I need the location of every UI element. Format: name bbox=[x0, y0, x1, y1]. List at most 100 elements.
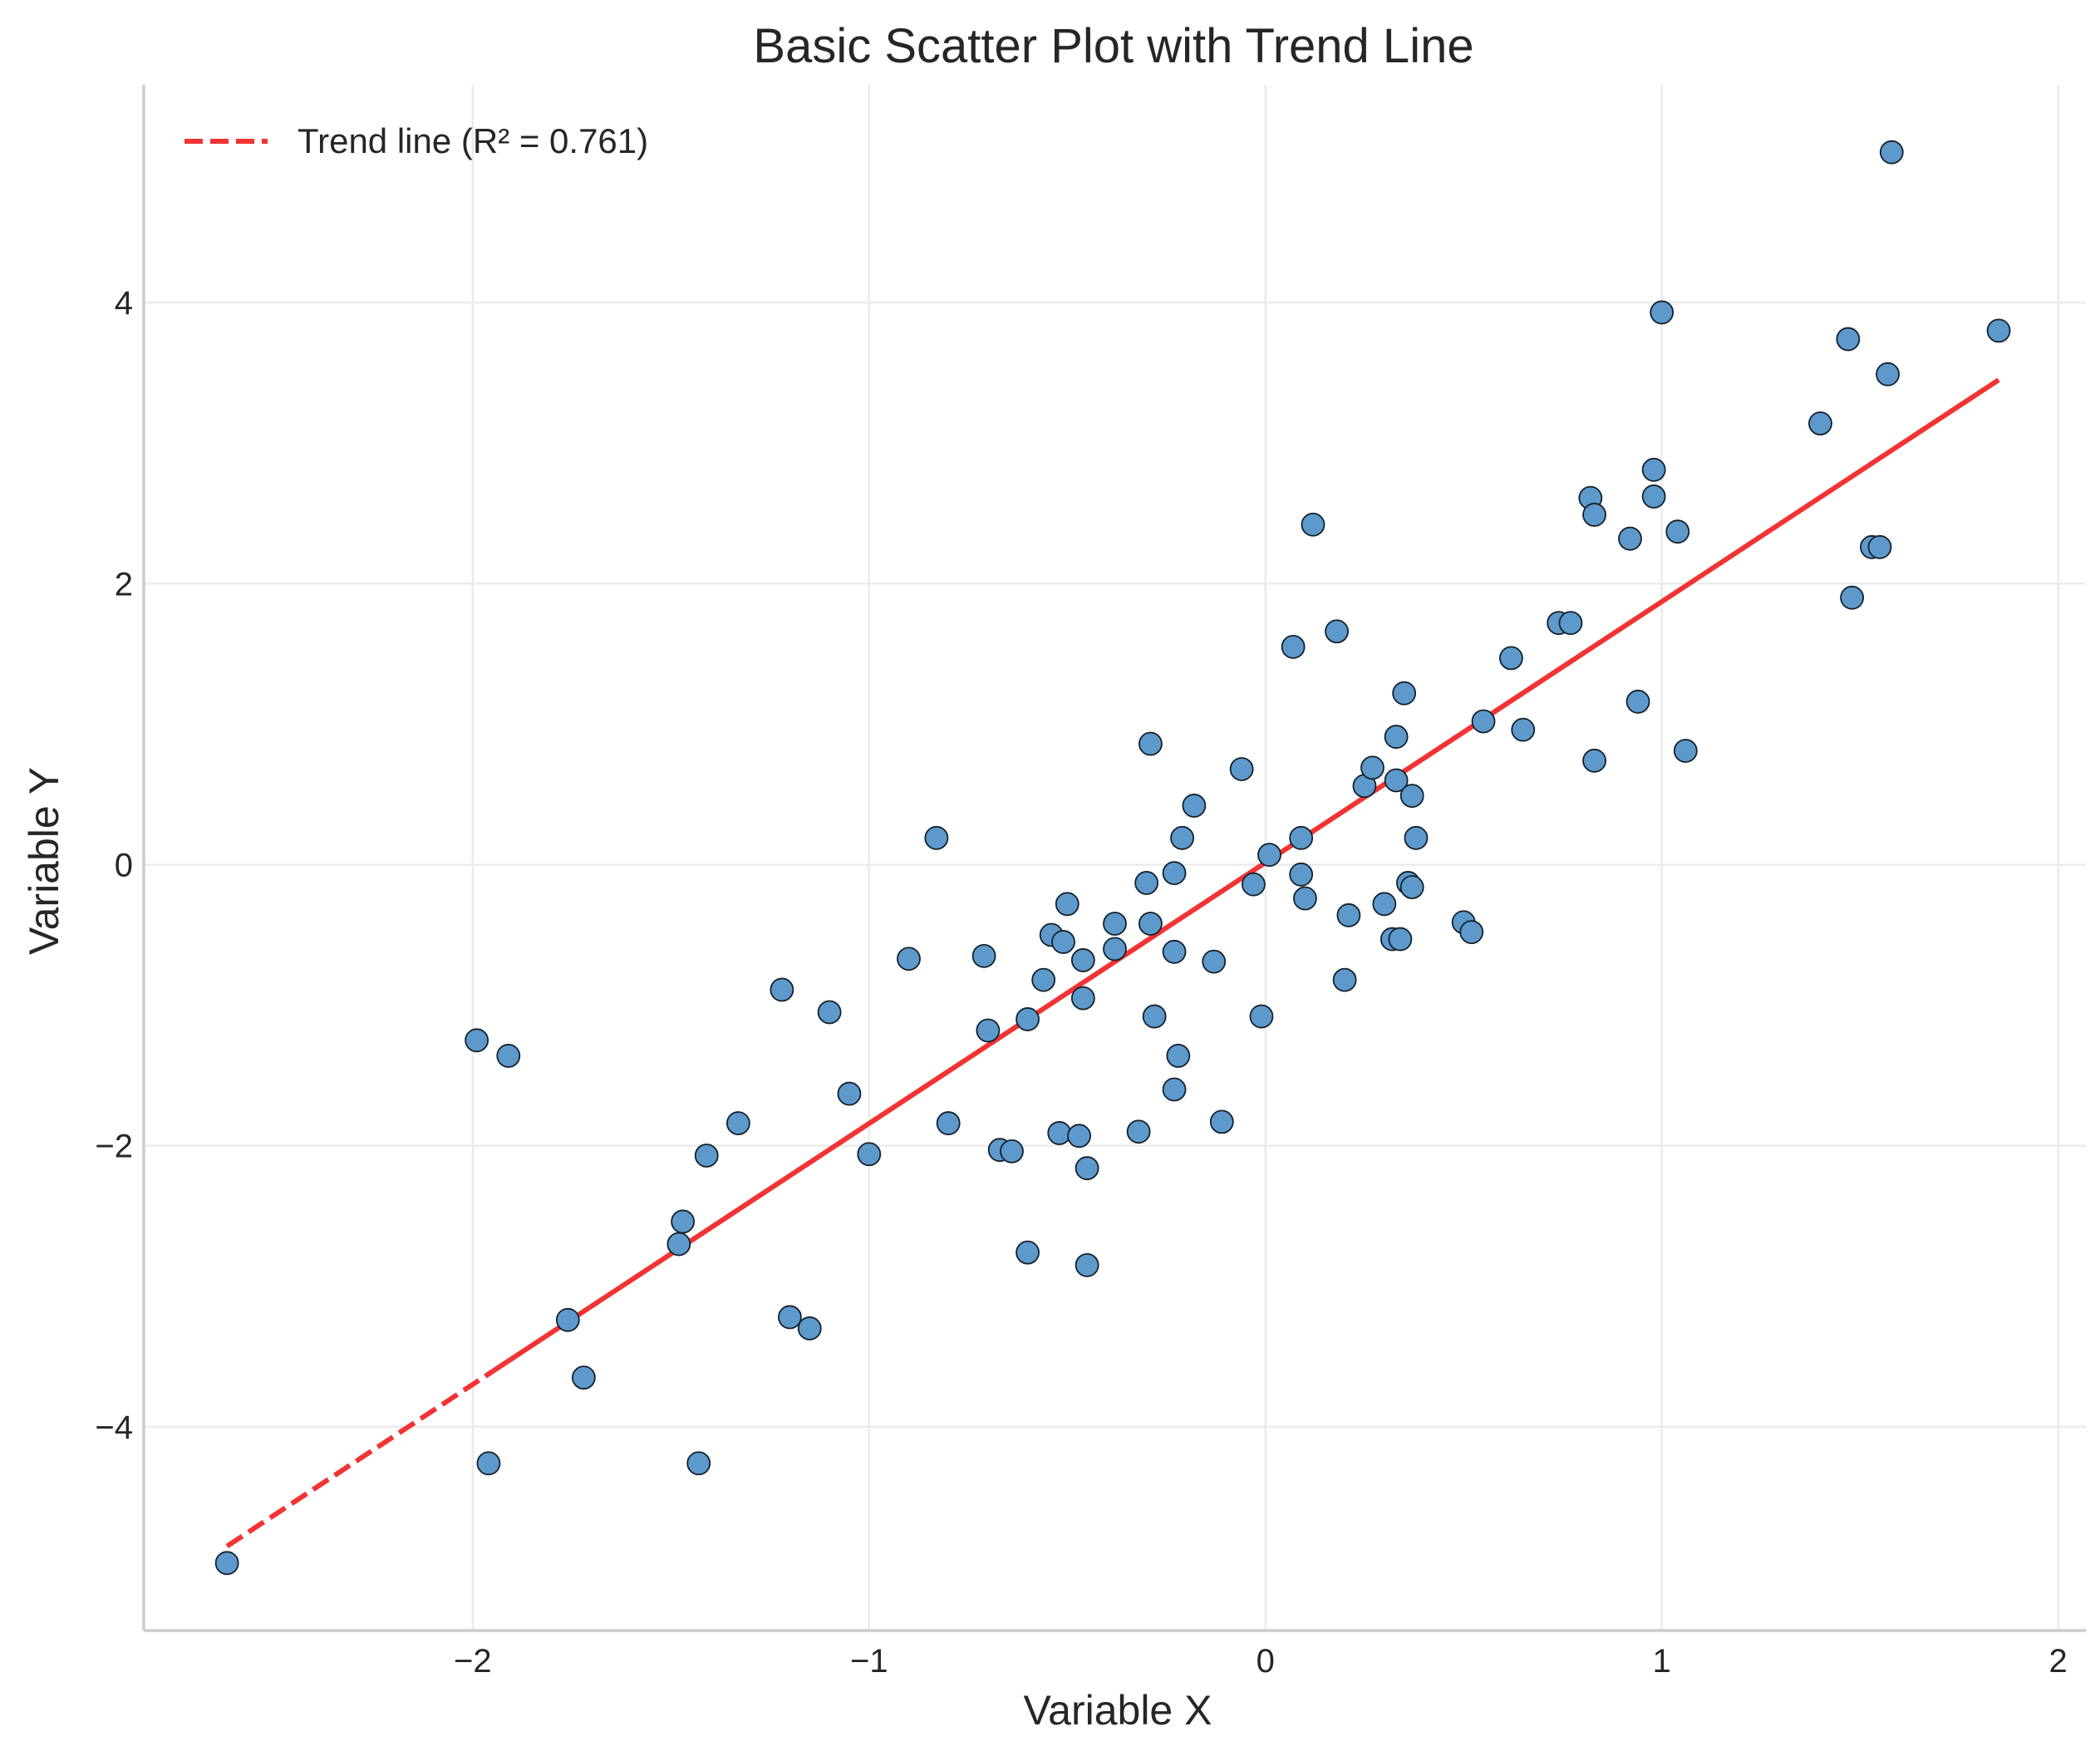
scatter-point bbox=[1289, 862, 1314, 887]
x-tick-label: −2 bbox=[454, 1643, 492, 1680]
scatter-point bbox=[1641, 484, 1666, 509]
scatter-point bbox=[797, 1316, 822, 1340]
scatter-point bbox=[770, 977, 794, 1002]
scatter-point bbox=[1242, 872, 1266, 897]
scatter-point bbox=[1867, 534, 1892, 559]
scatter-point bbox=[1840, 585, 1865, 610]
scatter-point bbox=[1257, 843, 1281, 868]
scatter-point bbox=[1650, 300, 1675, 325]
scatter-point bbox=[1582, 503, 1606, 527]
scatter-point bbox=[1325, 619, 1349, 644]
y-tick-label: −4 bbox=[95, 1409, 133, 1446]
scatter-point bbox=[1618, 526, 1642, 551]
grid bbox=[144, 85, 2086, 1631]
scatter-point bbox=[924, 825, 949, 850]
y-tick-label: 0 bbox=[115, 847, 133, 883]
scatter-point bbox=[837, 1081, 862, 1106]
scatter-point bbox=[1249, 1004, 1274, 1029]
scatter-point bbox=[1876, 362, 1900, 386]
scatter-point bbox=[936, 1111, 961, 1135]
scatter-point bbox=[897, 947, 921, 971]
scatter-point bbox=[1836, 327, 1861, 352]
scatter-point bbox=[1558, 611, 1583, 636]
scatter-point bbox=[1404, 825, 1429, 850]
data-points bbox=[214, 140, 2011, 1576]
axes-spines bbox=[142, 85, 2086, 1632]
scatter-point bbox=[1103, 912, 1127, 936]
scatter-point bbox=[1384, 768, 1409, 793]
y-tick-label: −2 bbox=[95, 1129, 133, 1165]
scatter-point bbox=[1055, 892, 1080, 917]
scatter-point bbox=[671, 1209, 696, 1234]
scatter-point bbox=[1372, 892, 1397, 917]
scatter-point bbox=[1000, 1139, 1024, 1163]
scatter-point bbox=[465, 1028, 489, 1053]
scatter-point bbox=[1392, 681, 1417, 706]
scatter-point bbox=[1986, 318, 2011, 343]
scatter-point bbox=[1289, 825, 1314, 850]
scatter-point bbox=[1332, 967, 1357, 992]
y-axis-label: Variable Y bbox=[21, 767, 67, 955]
scatter-point bbox=[1051, 930, 1075, 954]
y-tick-labels: −4 −2 0 2 4 bbox=[95, 285, 133, 1446]
y-tick-label: 2 bbox=[115, 566, 133, 603]
scatter-point bbox=[1399, 875, 1424, 899]
scatter-point bbox=[1209, 1109, 1234, 1134]
scatter-point bbox=[1459, 920, 1484, 945]
legend: Trend line (R² = 0.761) bbox=[184, 121, 648, 160]
scatter-point bbox=[971, 943, 996, 968]
scatter-point bbox=[1301, 512, 1325, 537]
scatter-point bbox=[1182, 794, 1207, 818]
x-tick-label: −1 bbox=[850, 1643, 888, 1680]
scatter-point bbox=[1070, 948, 1095, 972]
x-tick-label: 1 bbox=[1653, 1643, 1671, 1680]
x-tick-labels: −2 −1 0 1 2 bbox=[454, 1643, 2068, 1680]
scatter-point bbox=[1582, 748, 1606, 773]
scatter-point bbox=[496, 1044, 521, 1068]
x-axis-label: Variable X bbox=[1024, 1687, 1212, 1734]
scatter-point bbox=[686, 1451, 711, 1476]
scatter-point bbox=[1139, 912, 1163, 936]
scatter-point bbox=[1016, 1007, 1040, 1031]
scatter-point bbox=[1229, 757, 1254, 781]
scatter-point bbox=[1162, 1077, 1187, 1102]
scatter-point bbox=[1641, 457, 1666, 482]
scatter-point bbox=[726, 1111, 750, 1135]
scatter-point bbox=[778, 1305, 802, 1330]
scatter-point bbox=[1293, 886, 1317, 911]
scatter-point bbox=[1170, 825, 1194, 850]
scatter-point bbox=[1031, 967, 1056, 992]
y-tick-label: 4 bbox=[115, 285, 133, 322]
scatter-point bbox=[1134, 871, 1159, 895]
scatter-point bbox=[214, 1551, 239, 1576]
scatter-point bbox=[1499, 646, 1523, 671]
scatter-point bbox=[666, 1232, 691, 1257]
scatter-point bbox=[1075, 1156, 1099, 1181]
scatter-point bbox=[1879, 140, 1904, 165]
scatter-point bbox=[476, 1451, 501, 1476]
trend-line-dashed bbox=[225, 1369, 494, 1549]
scatter-point bbox=[1399, 784, 1424, 808]
scatter-point bbox=[694, 1144, 719, 1168]
scatter-point bbox=[1016, 1240, 1040, 1265]
scatter-point bbox=[1070, 986, 1095, 1011]
scatter-point bbox=[1067, 1124, 1091, 1149]
scatter-point bbox=[1281, 634, 1306, 659]
scatter-point bbox=[555, 1307, 580, 1332]
scatter-point bbox=[1511, 717, 1536, 742]
x-tick-label: 0 bbox=[1257, 1643, 1275, 1680]
scatter-point bbox=[1162, 939, 1187, 964]
scatter-point bbox=[1103, 937, 1127, 962]
scatter-point bbox=[1139, 731, 1163, 756]
scatter-point bbox=[1162, 861, 1187, 885]
scatter-point bbox=[1166, 1044, 1191, 1068]
scatter-point bbox=[1471, 709, 1496, 734]
scatter-point bbox=[817, 1000, 842, 1025]
scatter-point bbox=[1202, 949, 1227, 974]
scatter-point bbox=[1673, 739, 1698, 763]
scatter-point bbox=[1126, 1119, 1151, 1144]
scatter-point bbox=[1047, 1121, 1072, 1145]
scatter-point bbox=[1075, 1252, 1099, 1277]
